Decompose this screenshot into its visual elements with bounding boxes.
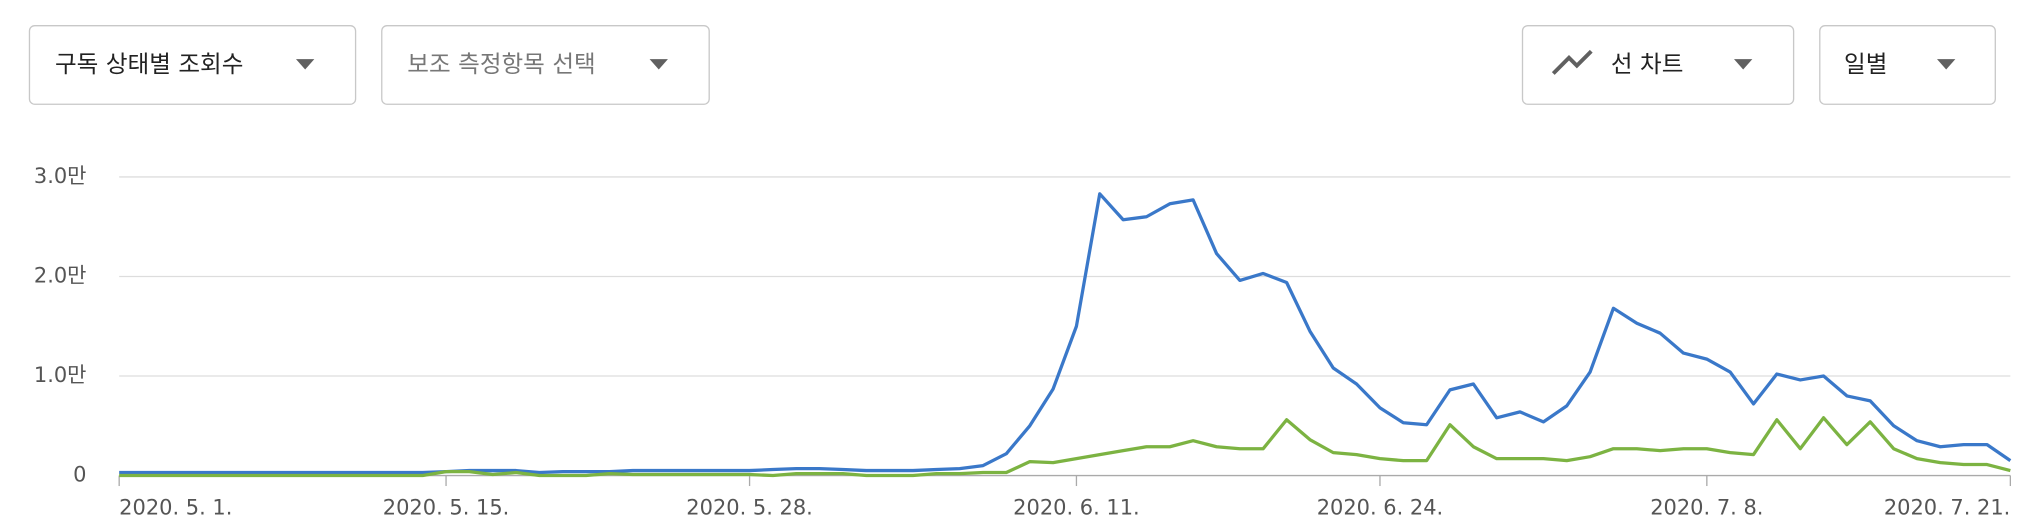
- dropdown-label: 선 차트: [1611, 50, 1684, 78]
- series-line: [119, 192, 2012, 475]
- x-tick-label: 2020. 7. 8.: [1650, 495, 1763, 519]
- y-tick-label: 0: [73, 463, 86, 487]
- dropdown-label: 보조 측정항목 선택: [407, 50, 595, 78]
- y-tick-label: 2.0만: [34, 263, 87, 287]
- x-tick-label: 2020. 7. 21.: [1884, 495, 2011, 519]
- period-dropdown[interactable]: 일별: [1819, 25, 1996, 105]
- chart-type-dropdown[interactable]: 선 차트: [1521, 25, 1795, 105]
- x-tick-label: 2020. 6. 11.: [1013, 495, 1140, 519]
- secondary-metric-dropdown[interactable]: 보조 측정항목 선택: [381, 25, 710, 105]
- series-line: [119, 416, 2011, 478]
- y-tick-label: 3.0만: [34, 164, 87, 188]
- x-tick-label: 2020. 5. 28.: [686, 495, 813, 519]
- dropdown-label: 구독 상태별 조회수: [55, 50, 243, 78]
- metric-dropdown[interactable]: 구독 상태별 조회수: [28, 25, 357, 105]
- x-tick-label: 2020. 5. 1.: [119, 495, 232, 519]
- dropdown-label: 일별: [1844, 50, 1887, 78]
- x-tick-label: 2020. 5. 15.: [383, 495, 510, 519]
- x-tick-label: 2020. 6. 24.: [1317, 495, 1444, 519]
- y-tick-label: 1.0만: [34, 363, 87, 387]
